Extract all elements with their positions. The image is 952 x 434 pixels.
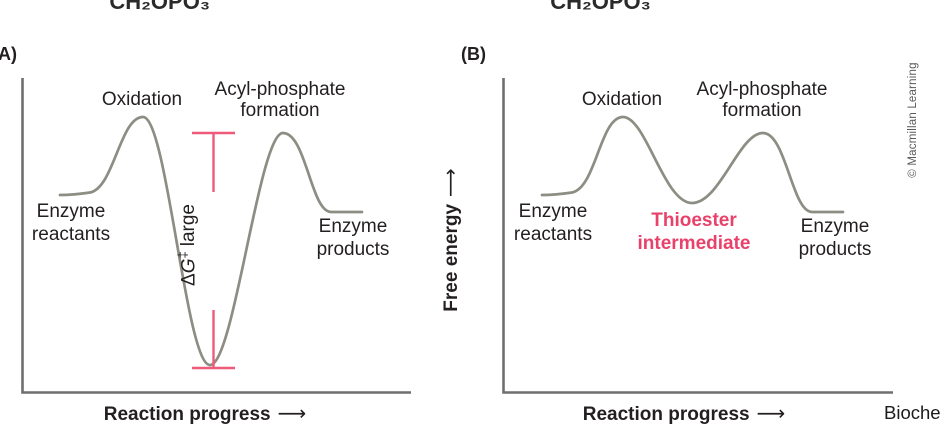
panel-a-enzyme-products-label: Enzyme products bbox=[302, 215, 404, 261]
macmillan-learning-credit: © Macmillan Learning bbox=[907, 62, 919, 178]
delta-g-suffix: large bbox=[178, 204, 200, 247]
delta-g-large-label: ΔG‡ large bbox=[172, 190, 199, 300]
panel-a-acyl-phosphate-line1: Acyl-phosphate bbox=[214, 79, 346, 100]
panel-b-enzyme-products-line2: products bbox=[798, 239, 872, 260]
panel-b-enzyme-reactants-line1: Enzyme bbox=[518, 201, 588, 222]
panel-b-axes bbox=[502, 78, 893, 394]
panel-b-enzyme-products-line1: Enzyme bbox=[800, 216, 870, 237]
thioester-intermediate-line1: Thioester bbox=[651, 210, 737, 231]
panel-b-energy-curve bbox=[540, 115, 845, 214]
panel-b-x-axis-arrow-icon: ⟶ bbox=[756, 403, 786, 425]
panel-b-y-axis-arrow-icon: ⟶ bbox=[440, 168, 462, 197]
panel-b-x-axis-text: Reaction progress bbox=[582, 404, 750, 425]
delta-g-prefix: Δ bbox=[178, 273, 200, 286]
panel-b-enzyme-reactants-label: Enzyme reactants bbox=[502, 200, 604, 246]
panel-a-axes bbox=[21, 78, 411, 394]
panel-a-enzyme-products-line1: Enzyme bbox=[318, 216, 388, 237]
panel-a-enzyme-reactants-label: Enzyme reactants bbox=[20, 200, 122, 246]
panel-b-letter: (B) bbox=[461, 44, 486, 64]
panel-a-plot bbox=[21, 78, 411, 394]
panel-a-acyl-phosphate-label: Acyl-phosphate formation bbox=[205, 79, 355, 121]
panel-a-letter: (A) bbox=[0, 44, 17, 64]
panel-a-enzyme-reactants-line2: reactants bbox=[31, 224, 111, 245]
thioester-intermediate-label: Thioester intermediate bbox=[619, 209, 769, 255]
formula-left-clipped: CH₂OPO₃⁻ bbox=[109, 0, 222, 14]
panel-a-energy-curve bbox=[58, 115, 364, 367]
panel-a-x-axis-label: Reaction progress ⟶ bbox=[55, 401, 355, 426]
panel-b-y-axis-text: Free energy bbox=[441, 203, 462, 312]
panel-a-enzyme-products-line2: products bbox=[316, 239, 390, 260]
thioester-intermediate-line2: intermediate bbox=[637, 233, 751, 254]
panel-b-acyl-phosphate-line2: formation bbox=[722, 100, 802, 121]
panel-b-enzyme-products-label: Enzyme products bbox=[784, 215, 886, 261]
double-dagger-symbol: ‡ bbox=[175, 251, 190, 259]
panel-b-x-axis-label: Reaction progress ⟶ bbox=[534, 401, 834, 426]
delta-g-bracket bbox=[192, 131, 235, 370]
panel-b-plot bbox=[502, 78, 893, 394]
panel-a-x-axis-text: Reaction progress bbox=[103, 404, 271, 425]
panel-b-enzyme-reactants-line2: reactants bbox=[513, 224, 593, 245]
panel-b-acyl-phosphate-label: Acyl-phosphate formation bbox=[687, 79, 837, 121]
panel-b-acyl-phosphate-line1: Acyl-phosphate bbox=[696, 79, 828, 100]
panel-a-x-axis-arrow-icon: ⟶ bbox=[277, 403, 307, 425]
formula-right-clipped: CH₂OPO₃ bbox=[550, 0, 651, 14]
delta-g-symbol: G bbox=[178, 258, 200, 274]
caption-fragment: Bioche bbox=[884, 402, 941, 423]
panel-b-oxidation-label: Oxidation bbox=[581, 89, 663, 110]
panel-a-acyl-phosphate-line2: formation bbox=[240, 100, 320, 121]
panel-b-y-axis-label: Free energy ⟶ bbox=[440, 160, 462, 320]
panel-a-enzyme-reactants-line1: Enzyme bbox=[36, 201, 106, 222]
panel-a-oxidation-label: Oxidation bbox=[101, 89, 183, 110]
